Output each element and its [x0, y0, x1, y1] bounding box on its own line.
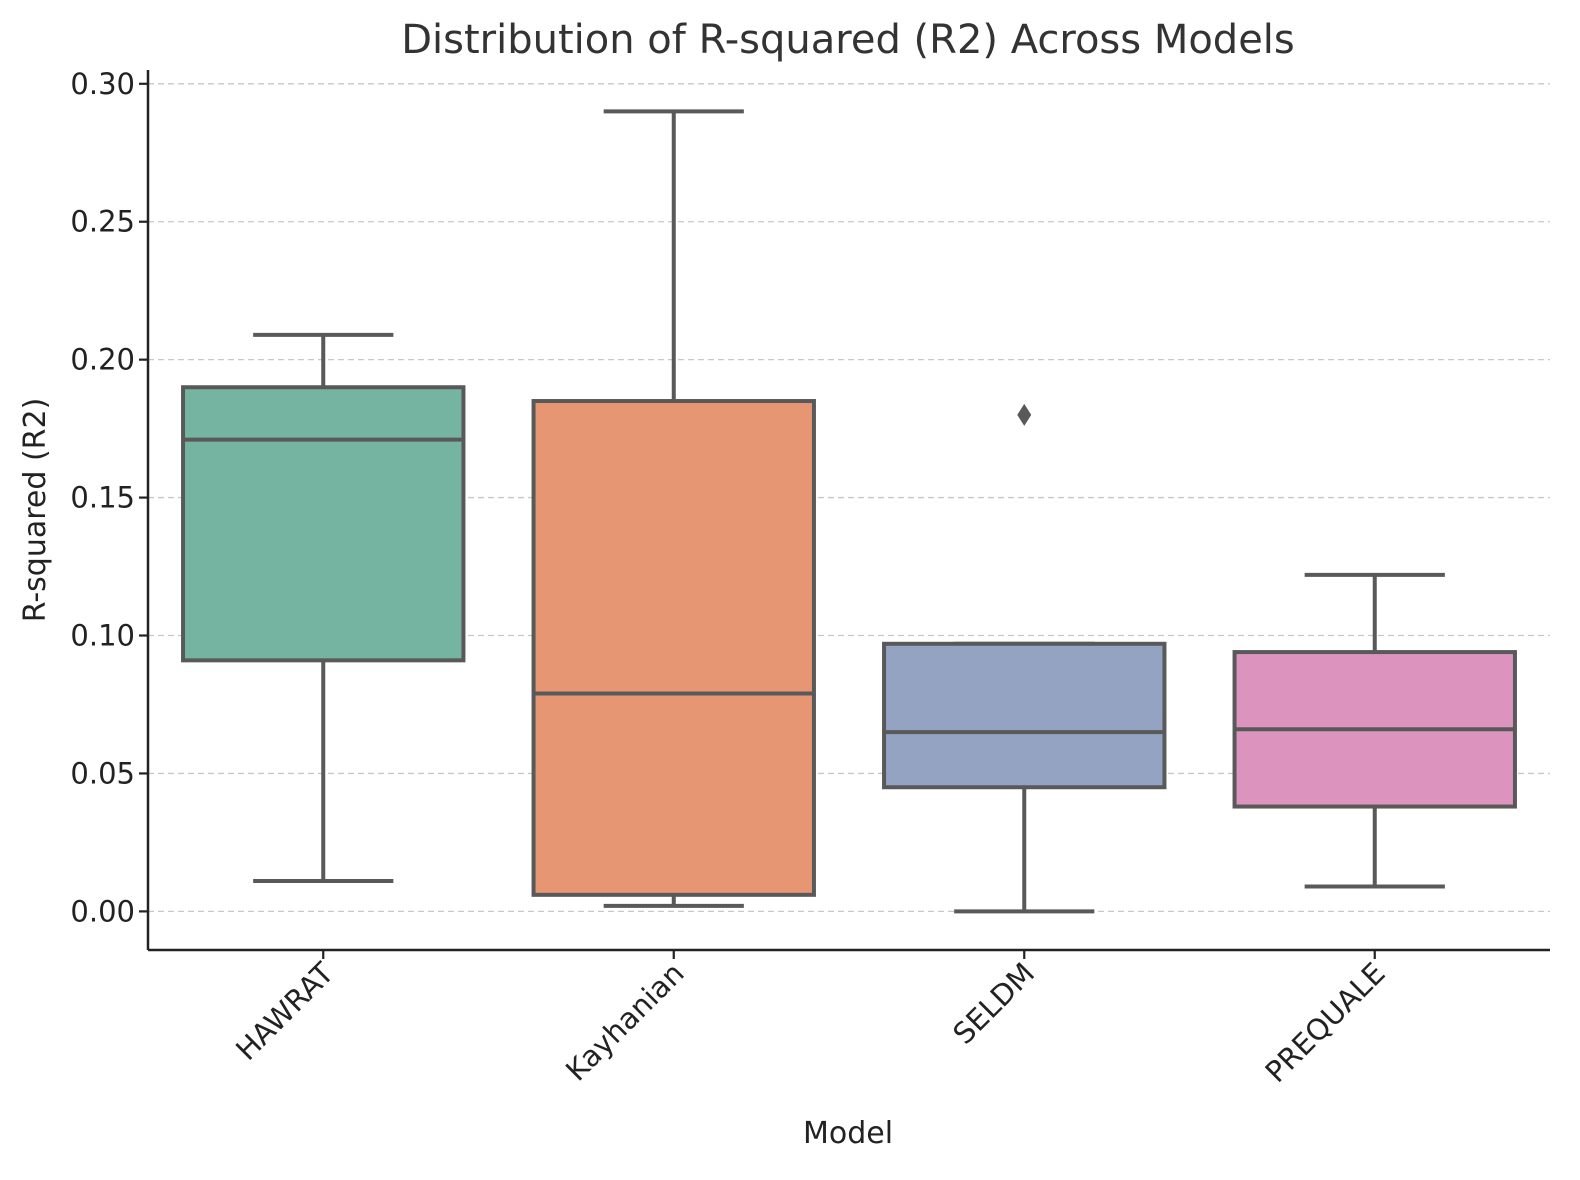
y-tick-label: 0.00	[70, 894, 135, 928]
y-tick-label: 0.20	[70, 343, 135, 377]
x-tick-label: PREQUALE	[1259, 956, 1392, 1089]
y-tick-label: 0.30	[70, 67, 135, 101]
x-tick-label: HAWRAT	[229, 956, 340, 1067]
y-tick-label: 0.10	[70, 619, 135, 653]
boxes	[181, 109, 1517, 914]
x-tick-label: SELDM	[946, 956, 1041, 1051]
axes	[146, 70, 1550, 952]
box-group	[882, 403, 1167, 914]
box-iqr	[882, 641, 1167, 790]
box-group	[181, 332, 466, 884]
y-ticks: 0.00 0.05 0.10 0.15 0.20 0.25 0.30	[70, 67, 148, 928]
box-iqr	[181, 385, 466, 663]
outlier-point	[1017, 403, 1032, 426]
box-group	[1232, 572, 1517, 889]
y-tick-label: 0.25	[70, 205, 135, 239]
y-tick-label: 0.05	[70, 756, 135, 790]
chart-title: Distribution of R-squared (R2) Across Mo…	[401, 17, 1295, 63]
box-group	[531, 109, 816, 908]
x-ticks: HAWRAT Kayhanian SELDM PREQUALE	[229, 950, 1392, 1089]
x-axis-label: Model	[803, 1116, 893, 1151]
x-tick-label: Kayhanian	[559, 956, 691, 1088]
y-tick-label: 0.15	[70, 481, 135, 515]
box-iqr	[531, 399, 816, 897]
y-axis-label: R-squared (R2)	[18, 398, 53, 623]
